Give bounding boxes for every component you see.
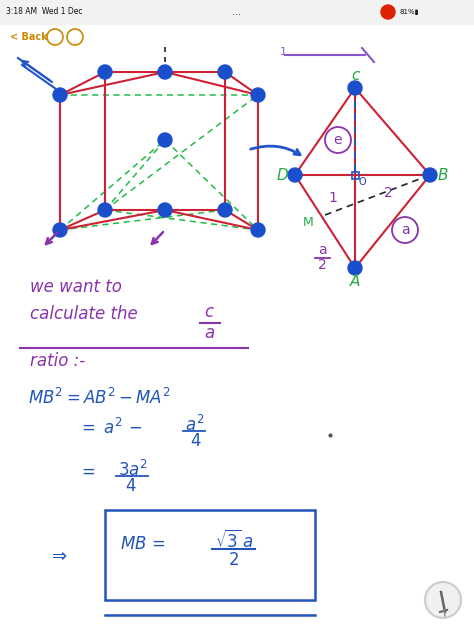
Text: $\sqrt{3}\,a$: $\sqrt{3}\,a$ xyxy=(215,530,253,552)
Text: $4$: $4$ xyxy=(190,432,201,450)
Text: c: c xyxy=(204,303,213,321)
Text: a: a xyxy=(401,223,410,237)
Circle shape xyxy=(218,203,232,217)
Text: O: O xyxy=(358,177,366,187)
Bar xyxy=(0,0,474,24)
Text: $= \,\, a^2 \, - \,$: $= \,\, a^2 \, - \,$ xyxy=(78,418,143,438)
Text: 2: 2 xyxy=(318,258,327,272)
Circle shape xyxy=(53,88,67,102)
Circle shape xyxy=(423,168,437,182)
Circle shape xyxy=(251,88,265,102)
Circle shape xyxy=(98,203,112,217)
Text: ...: ... xyxy=(233,7,241,17)
Text: ratio :-: ratio :- xyxy=(30,352,85,370)
Text: 3:18 AM  Wed 1 Dec: 3:18 AM Wed 1 Dec xyxy=(6,8,82,16)
Circle shape xyxy=(218,65,232,79)
Text: $MB^2 = AB^2 - MA^2$: $MB^2 = AB^2 - MA^2$ xyxy=(28,388,171,408)
Text: A: A xyxy=(350,274,360,289)
Text: 1: 1 xyxy=(280,47,287,57)
Text: $a^2$: $a^2$ xyxy=(185,415,204,435)
Text: $4$: $4$ xyxy=(125,477,137,495)
Text: a: a xyxy=(318,243,326,257)
Text: $\Rightarrow$: $\Rightarrow$ xyxy=(48,546,68,564)
Circle shape xyxy=(158,203,172,217)
Circle shape xyxy=(348,261,362,275)
Text: we want to: we want to xyxy=(30,278,122,296)
Circle shape xyxy=(425,582,461,618)
Circle shape xyxy=(348,81,362,95)
Circle shape xyxy=(251,223,265,237)
Circle shape xyxy=(158,65,172,79)
Text: M: M xyxy=(302,216,313,229)
Circle shape xyxy=(158,133,172,147)
Text: calculate the: calculate the xyxy=(30,305,138,323)
Text: < Back: < Back xyxy=(10,32,48,42)
Text: 2: 2 xyxy=(383,186,392,200)
Text: c: c xyxy=(351,68,359,83)
Text: $3a^2$: $3a^2$ xyxy=(118,460,148,480)
Circle shape xyxy=(53,223,67,237)
Text: B: B xyxy=(438,167,448,183)
Text: $2$: $2$ xyxy=(228,551,239,569)
Bar xyxy=(105,510,315,600)
Text: $MB \, = \,$: $MB \, = \,$ xyxy=(120,535,166,553)
Text: $= \,$: $= \,$ xyxy=(78,462,95,480)
Circle shape xyxy=(288,168,302,182)
Text: 81%▮: 81%▮ xyxy=(400,9,419,15)
Circle shape xyxy=(98,65,112,79)
Text: a: a xyxy=(204,324,214,342)
Text: D: D xyxy=(276,167,288,183)
Text: e: e xyxy=(334,133,342,147)
Circle shape xyxy=(381,5,395,19)
Bar xyxy=(352,172,359,179)
Text: 1: 1 xyxy=(328,191,337,205)
